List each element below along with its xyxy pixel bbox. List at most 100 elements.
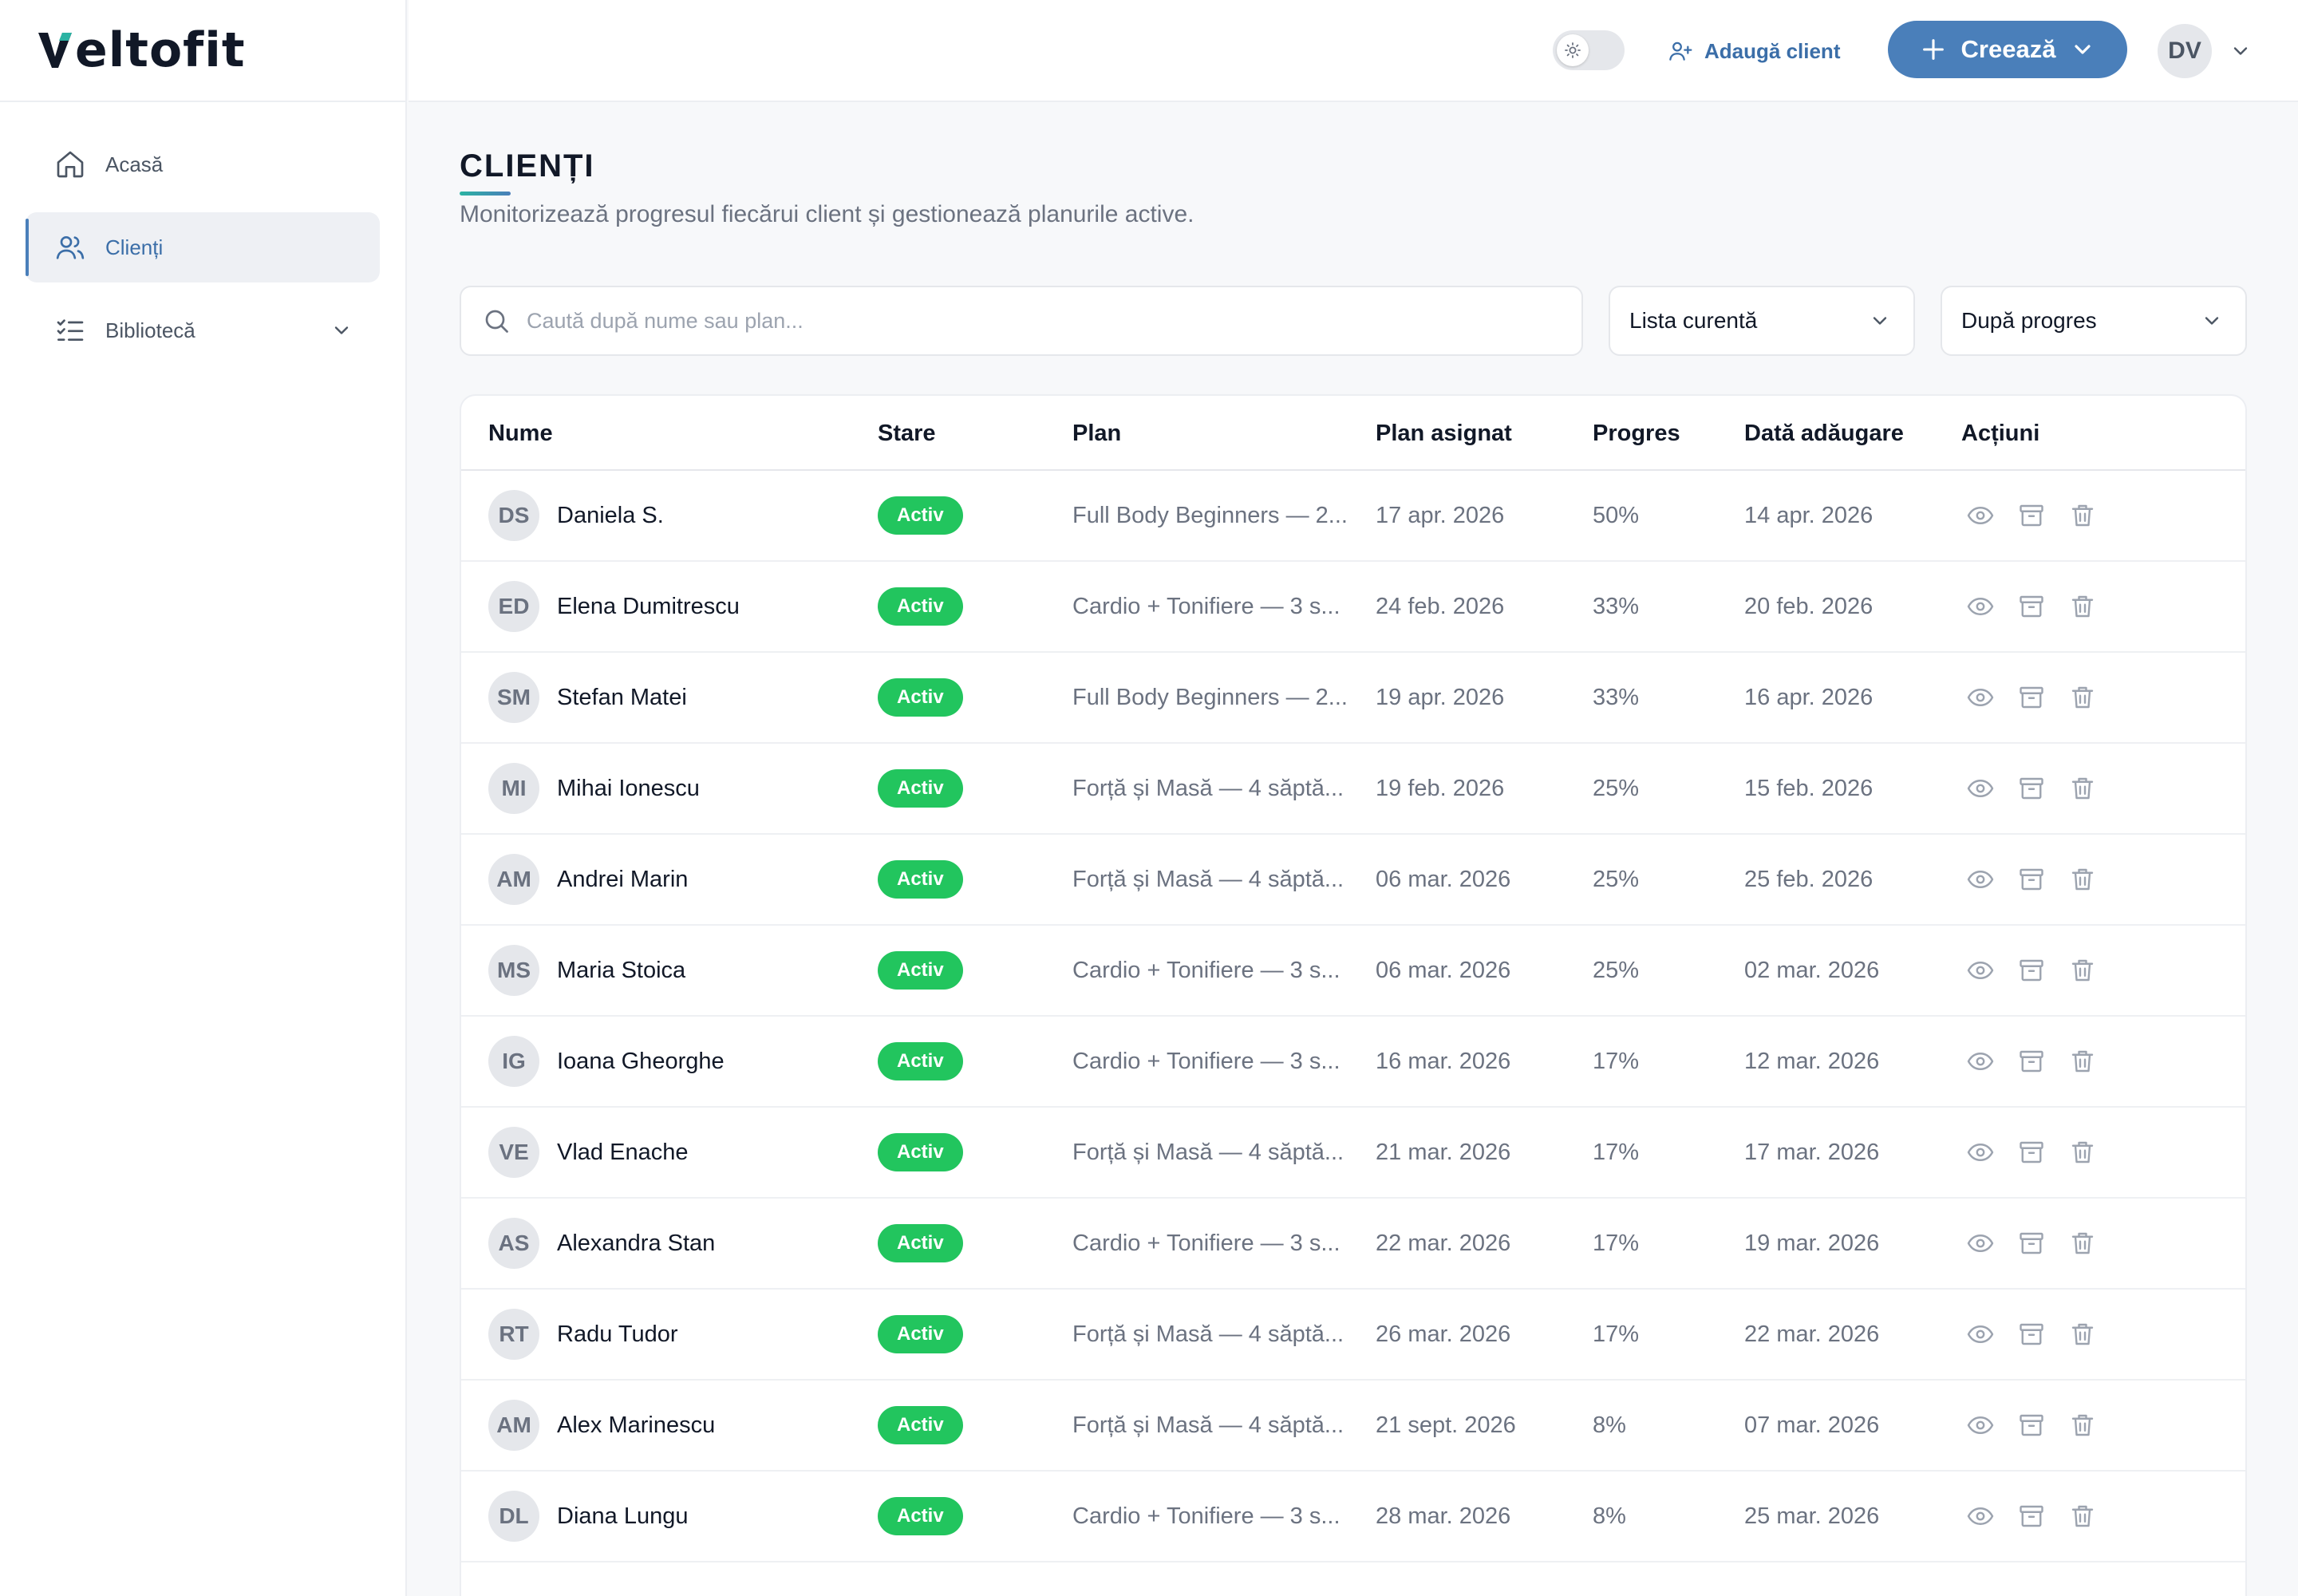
column-header-progress[interactable]: Progres [1593, 420, 1680, 446]
actions-cell [1966, 1017, 2119, 1106]
client-name[interactable]: Alex Marinescu [557, 1412, 716, 1438]
trash-icon[interactable] [2068, 1138, 2097, 1167]
eye-icon[interactable] [1966, 1047, 1995, 1076]
brand-logo[interactable]: eltofit [37, 22, 246, 78]
eye-icon[interactable] [1966, 1502, 1995, 1531]
archive-icon[interactable] [2017, 683, 2046, 712]
progress-value: 17% [1593, 1048, 1640, 1074]
trash-icon[interactable] [2068, 956, 2097, 985]
sidebar-item-acasa[interactable]: Acasă [26, 129, 380, 200]
eye-icon[interactable] [1966, 774, 1995, 803]
sidebar-item-biblioteca[interactable]: Bibliotecă [26, 295, 380, 365]
eye-icon[interactable] [1966, 865, 1995, 894]
eye-icon[interactable] [1966, 501, 1995, 530]
trash-icon[interactable] [2068, 865, 2097, 894]
client-name[interactable]: Elena Dumitrescu [557, 593, 740, 619]
assigned-date: 16 mar. 2026 [1376, 1048, 1511, 1074]
search-input[interactable] [527, 308, 1564, 334]
archive-icon[interactable] [2017, 1229, 2046, 1258]
date-added-cell: 02 mar. 2026 [1744, 926, 1879, 1015]
client-name[interactable]: Radu Tudor [557, 1321, 678, 1347]
eye-icon[interactable] [1966, 956, 1995, 985]
create-button[interactable]: Creează [1888, 21, 2127, 78]
client-name[interactable]: Alexandra Stan [557, 1230, 716, 1256]
sidebar-item-label: Clienți [105, 235, 164, 259]
table-row[interactable]: AM Alex Marinescu Activ Forță și Masă — … [461, 1381, 2245, 1472]
archive-icon[interactable] [2017, 501, 2046, 530]
eye-icon[interactable] [1966, 592, 1995, 621]
trash-icon[interactable] [2068, 501, 2097, 530]
theme-toggle[interactable] [1553, 30, 1625, 70]
trash-icon[interactable] [2068, 592, 2097, 621]
client-name-cell: SM Stefan Matei [488, 653, 687, 742]
column-header-assigned[interactable]: Plan asignat [1376, 420, 1512, 446]
column-header-status[interactable]: Stare [878, 420, 936, 446]
table-row[interactable]: AM Andrei Marin Activ Forță și Masă — 4 … [461, 835, 2245, 926]
table-row[interactable]: IG Ioana Gheorghe Activ Cardio + Tonifie… [461, 1017, 2245, 1108]
client-name[interactable]: Stefan Matei [557, 684, 687, 710]
list-select[interactable]: Lista curentă [1609, 286, 1915, 356]
archive-icon[interactable] [2017, 956, 2046, 985]
client-name[interactable]: Daniela S. [557, 502, 664, 528]
assigned-date-cell: 19 feb. 2026 [1376, 744, 1504, 833]
eye-icon[interactable] [1966, 1138, 1995, 1167]
archive-icon[interactable] [2017, 592, 2046, 621]
plan-name: Forță și Masă — 4 săptă... [1072, 1412, 1344, 1438]
trash-icon[interactable] [2068, 774, 2097, 803]
trash-icon[interactable] [2068, 683, 2097, 712]
trash-icon[interactable] [2068, 1502, 2097, 1531]
client-name-cell: DS Daniela S. [488, 471, 664, 560]
assigned-date-cell: 19 apr. 2026 [1376, 653, 1504, 742]
table-row[interactable]: DS Daniela S. Activ Full Body Beginners … [461, 471, 2245, 562]
assigned-date-cell: 06 mar. 2026 [1376, 926, 1510, 1015]
eye-icon[interactable] [1966, 1411, 1995, 1440]
trash-icon[interactable] [2068, 1411, 2097, 1440]
column-header-plan[interactable]: Plan [1072, 420, 1122, 446]
status-badge: Activ [878, 678, 963, 717]
client-name[interactable]: Ioana Gheorghe [557, 1048, 725, 1074]
sort-select[interactable]: După progres [1941, 286, 2247, 356]
plan-cell: Forță și Masă — 4 săptă... [1072, 1381, 1369, 1470]
client-name[interactable]: Mihai Ionescu [557, 775, 700, 801]
archive-icon[interactable] [2017, 774, 2046, 803]
archive-icon[interactable] [2017, 1411, 2046, 1440]
trash-icon[interactable] [2068, 1320, 2097, 1349]
eye-icon[interactable] [1966, 683, 1995, 712]
user-avatar[interactable]: DV [2158, 24, 2212, 78]
chevron-down-icon[interactable] [2229, 40, 2252, 62]
search-icon [485, 310, 508, 333]
archive-icon[interactable] [2017, 865, 2046, 894]
table-row[interactable]: DL Diana Lungu Activ Cardio + Tonifiere … [461, 1472, 2245, 1562]
date-added-cell: 15 feb. 2026 [1744, 744, 1873, 833]
table-row[interactable]: SM Stefan Matei Activ Full Body Beginner… [461, 653, 2245, 744]
sidebar-item-label: Bibliotecă [105, 318, 195, 342]
archive-icon[interactable] [2017, 1138, 2046, 1167]
table-row[interactable]: VE Vlad Enache Activ Forță și Masă — 4 s… [461, 1108, 2245, 1199]
column-header-name[interactable]: Nume [488, 420, 553, 446]
client-name[interactable]: Maria Stoica [557, 957, 686, 983]
chevron-down-icon[interactable] [330, 319, 353, 342]
trash-icon[interactable] [2068, 1047, 2097, 1076]
column-header-date-added[interactable]: Dată adăugare [1744, 420, 1904, 446]
date-added: 25 mar. 2026 [1744, 1503, 1880, 1529]
table-row[interactable]: ED Elena Dumitrescu Activ Cardio + Tonif… [461, 562, 2245, 653]
client-name[interactable]: Andrei Marin [557, 866, 689, 892]
trash-icon[interactable] [2068, 1229, 2097, 1258]
actions-cell [1966, 562, 2119, 651]
table-row[interactable]: MS Maria Stoica Activ Cardio + Tonifiere… [461, 926, 2245, 1017]
archive-icon[interactable] [2017, 1047, 2046, 1076]
client-name[interactable]: Diana Lungu [557, 1503, 689, 1529]
client-name[interactable]: Vlad Enache [557, 1139, 689, 1165]
table-row[interactable]: AS Alexandra Stan Activ Cardio + Tonifie… [461, 1199, 2245, 1290]
table-row[interactable]: MI Mihai Ionescu Activ Forță și Masă — 4… [461, 744, 2245, 835]
sidebar-item-clienti[interactable]: Clienți [26, 212, 380, 282]
date-added: 17 mar. 2026 [1744, 1139, 1880, 1165]
archive-icon[interactable] [2017, 1502, 2046, 1531]
add-client-button[interactable]: Adaugă client [1668, 32, 1840, 70]
eye-icon[interactable] [1966, 1320, 1995, 1349]
table-row[interactable]: RT Radu Tudor Activ Forță și Masă — 4 să… [461, 1290, 2245, 1381]
status-badge: Activ [878, 496, 963, 535]
progress-value: 25% [1593, 775, 1640, 801]
archive-icon[interactable] [2017, 1320, 2046, 1349]
eye-icon[interactable] [1966, 1229, 1995, 1258]
